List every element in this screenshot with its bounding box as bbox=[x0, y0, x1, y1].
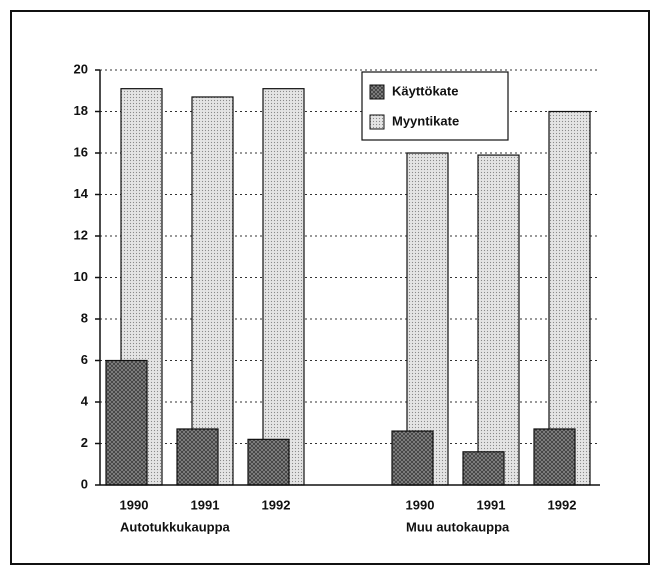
x-tick-label: 1990 bbox=[120, 497, 149, 512]
y-tick-label: 12 bbox=[74, 227, 88, 242]
group-label: Muu autokauppa bbox=[406, 519, 510, 534]
bar bbox=[548, 110, 591, 486]
legend-box bbox=[361, 71, 509, 141]
bar bbox=[477, 154, 520, 486]
bar bbox=[247, 438, 290, 486]
x-tick-label: 1991 bbox=[477, 497, 506, 512]
y-tick-label: 2 bbox=[81, 435, 88, 450]
bar bbox=[533, 428, 576, 486]
y-tick-label: 18 bbox=[74, 103, 88, 118]
x-tick-label: 1991 bbox=[191, 497, 220, 512]
y-tick-label: 14 bbox=[74, 186, 89, 201]
bar bbox=[191, 96, 234, 486]
legend-label: Myyntikate bbox=[392, 113, 459, 128]
y-tick-label: 4 bbox=[81, 393, 89, 408]
legend-swatch bbox=[369, 84, 385, 100]
bar bbox=[176, 428, 219, 486]
bar bbox=[462, 451, 505, 486]
y-tick-label: 6 bbox=[81, 352, 88, 367]
y-tick-label: 8 bbox=[81, 310, 88, 325]
y-tick-label: 0 bbox=[81, 476, 88, 491]
x-tick-label: 1990 bbox=[406, 497, 435, 512]
y-tick-label: 20 bbox=[74, 61, 88, 76]
group-label: Autotukkukauppa bbox=[120, 519, 231, 534]
bar bbox=[406, 152, 449, 486]
legend-label: Käyttökate bbox=[392, 83, 458, 98]
y-tick-label: 10 bbox=[74, 269, 88, 284]
bar bbox=[391, 430, 434, 486]
y-tick-label: 16 bbox=[74, 144, 88, 159]
bar bbox=[105, 359, 148, 486]
x-tick-label: 1992 bbox=[262, 497, 291, 512]
x-tick-label: 1992 bbox=[548, 497, 577, 512]
bar bbox=[262, 88, 305, 486]
legend-swatch bbox=[369, 114, 385, 130]
